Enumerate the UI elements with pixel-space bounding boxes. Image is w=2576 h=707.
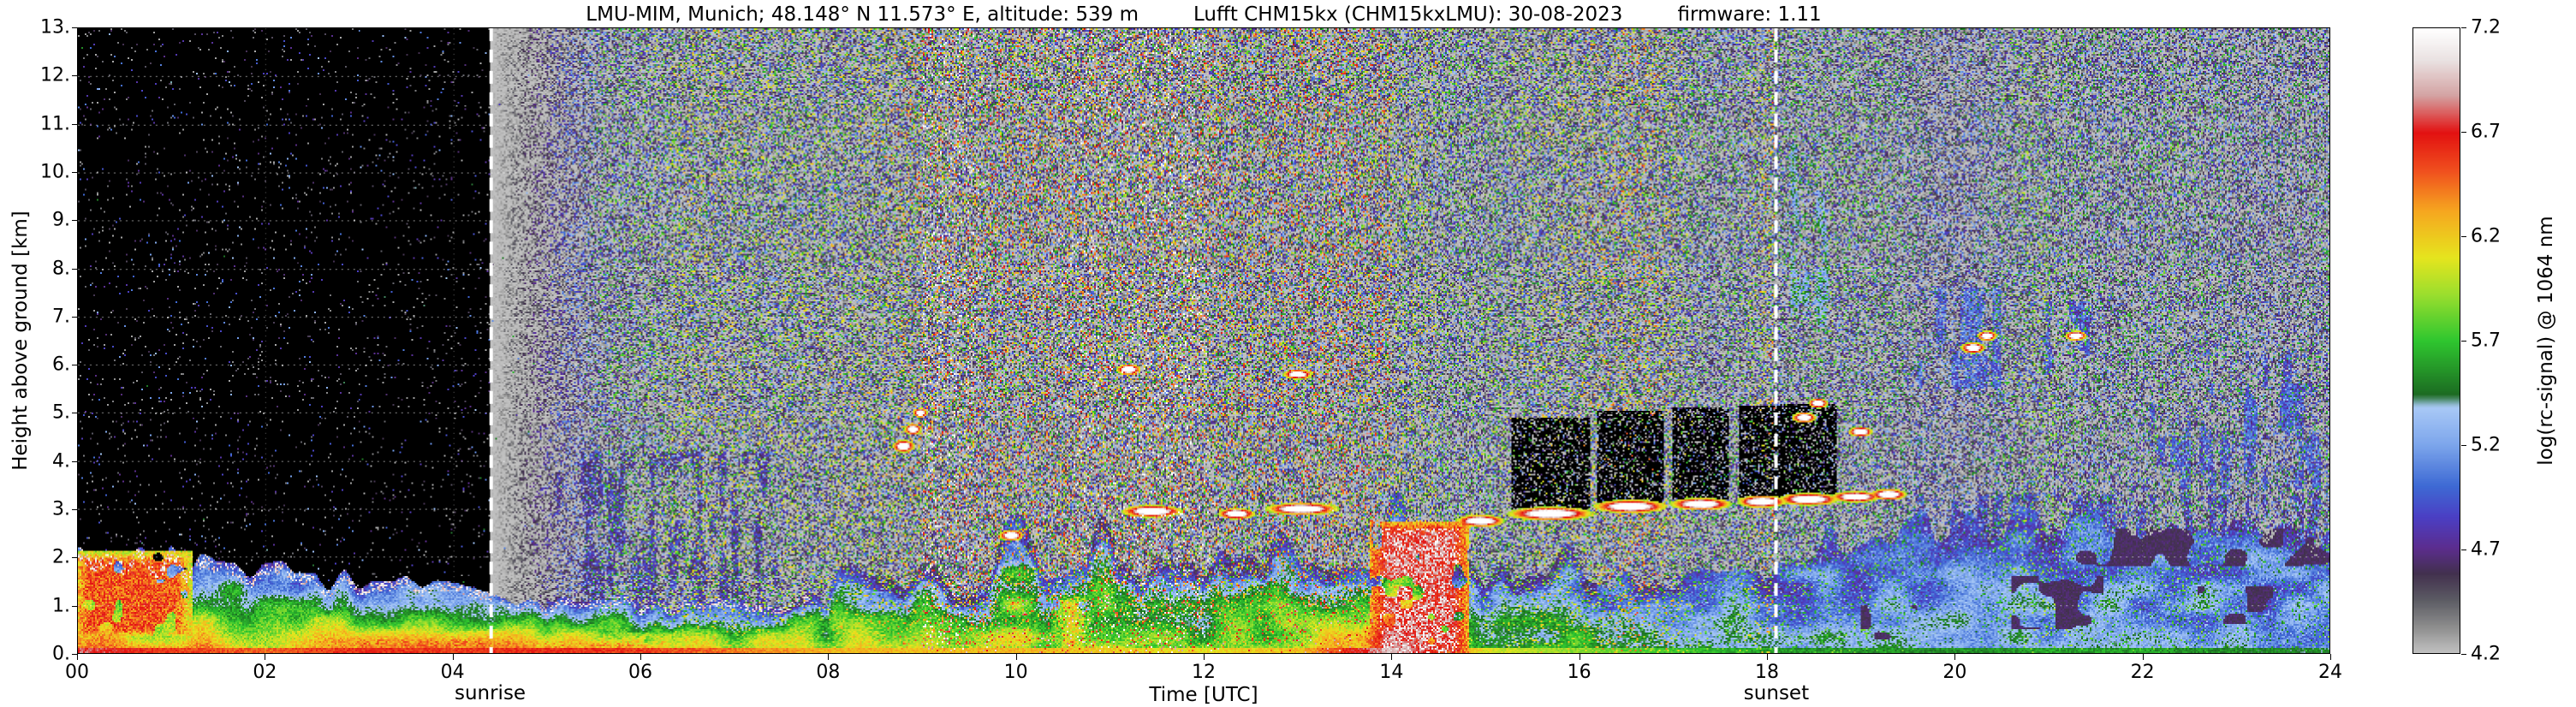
y-tick-label: 6. [52,354,70,376]
y-tick-mark [72,268,77,270]
y-tick-label: 10. [40,161,70,183]
y-tick-mark [72,605,77,607]
colorbar-canvas [2413,28,2460,653]
x-tick-mark [1204,654,1205,660]
heatmap-plot-area [77,27,2330,654]
colorbar-tick-label: 4.7 [2471,538,2501,561]
y-tick-label: 0. [52,643,70,665]
colorbar-tick-label: 5.2 [2471,434,2501,456]
y-tick-mark [72,123,77,125]
title-station: LMU-MIM, Munich; 48.148° N 11.573° E, al… [586,3,1139,26]
colorbar-tick-label: 4.2 [2471,643,2501,665]
x-tick-label: 04 [440,662,465,683]
colorbar-tick-mark [2461,445,2466,446]
x-tick-label: 06 [628,662,652,683]
colorbar-tick-mark [2461,27,2466,28]
chart-title: LMU-MIM, Munich; 48.148° N 11.573° E, al… [77,3,2330,26]
colorbar-tick-mark [2461,341,2466,342]
x-tick-label: 14 [1379,662,1404,683]
y-axis-label: Height above ground [km] [9,211,32,471]
x-tick-mark [1954,654,1956,660]
annotation-sunset: sunset [1743,682,1810,704]
y-tick-label: 13. [40,16,70,39]
y-tick-mark [72,509,77,511]
y-tick-mark [72,316,77,318]
x-tick-label: 18 [1755,662,1779,683]
x-tick-mark [640,654,641,660]
title-firmware: firmware: 1.11 [1677,3,1822,26]
x-tick-label: 02 [253,662,277,683]
x-tick-mark [2142,654,2144,660]
y-tick-label: 2. [52,546,70,568]
y-tick-mark [72,75,77,77]
annotation-sunrise: sunrise [454,682,527,704]
x-tick-mark [452,654,454,660]
colorbar-tick-label: 6.7 [2471,121,2501,143]
colorbar-tick-mark [2461,236,2466,237]
y-tick-label: 8. [52,258,70,280]
y-tick-label: 1. [52,595,70,617]
colorbar [2412,27,2460,654]
x-tick-mark [1015,654,1017,660]
x-tick-mark [2330,654,2331,660]
y-tick-label: 3. [52,498,70,520]
y-tick-label: 11. [40,113,70,135]
title-instrument: Lufft CHM15kx (CHM15kxLMU): 30-08-2023 [1193,3,1623,26]
y-tick-label: 7. [52,306,70,328]
x-tick-mark [1391,654,1393,660]
colorbar-tick-label: 6.2 [2471,225,2501,247]
y-tick-label: 5. [52,401,70,424]
colorbar-tick-mark [2461,132,2466,133]
colorbar-label: log(rc-signal) @ 1064 nm [2535,216,2557,466]
colorbar-tick-label: 5.7 [2471,330,2501,352]
y-tick-mark [72,27,77,28]
y-tick-label: 4. [52,450,70,472]
x-tick-label: 22 [2130,662,2155,683]
grid-overlay-canvas [78,28,2329,653]
x-axis-label: Time [UTC] [1149,684,1258,706]
x-tick-label: 00 [65,662,89,683]
y-tick-label: 12. [40,64,70,86]
x-tick-mark [77,654,78,660]
x-tick-mark [828,654,830,660]
colorbar-tick-mark [2461,654,2466,655]
x-tick-label: 16 [1567,662,1591,683]
y-tick-mark [72,654,77,655]
y-tick-mark [72,460,77,462]
x-tick-label: 20 [1942,662,1967,683]
x-tick-label: 10 [1003,662,1028,683]
x-tick-label: 08 [816,662,841,683]
x-tick-label: 24 [2318,662,2342,683]
y-tick-mark [72,557,77,559]
y-tick-mark [72,171,77,173]
colorbar-tick-label: 7.2 [2471,16,2501,39]
x-tick-label: 12 [1192,662,1216,683]
y-tick-label: 9. [52,209,70,231]
x-tick-mark [1767,654,1768,660]
y-tick-mark [72,220,77,222]
